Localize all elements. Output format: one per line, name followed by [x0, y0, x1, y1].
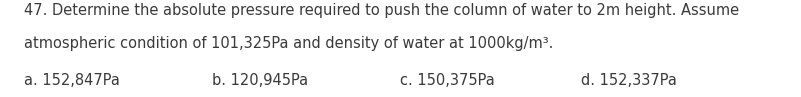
- Text: d. 152,337Pa: d. 152,337Pa: [581, 73, 677, 88]
- Text: a. 152,847Pa: a. 152,847Pa: [24, 73, 120, 88]
- Text: c. 150,375Pa: c. 150,375Pa: [400, 73, 495, 88]
- Text: b. 120,945Pa: b. 120,945Pa: [212, 73, 308, 88]
- Text: 47. Determine the absolute pressure required to push the column of water to 2m h: 47. Determine the absolute pressure requ…: [24, 3, 739, 18]
- Text: atmospheric condition of 101,325Pa and density of water at 1000kg/m³.: atmospheric condition of 101,325Pa and d…: [24, 36, 553, 51]
